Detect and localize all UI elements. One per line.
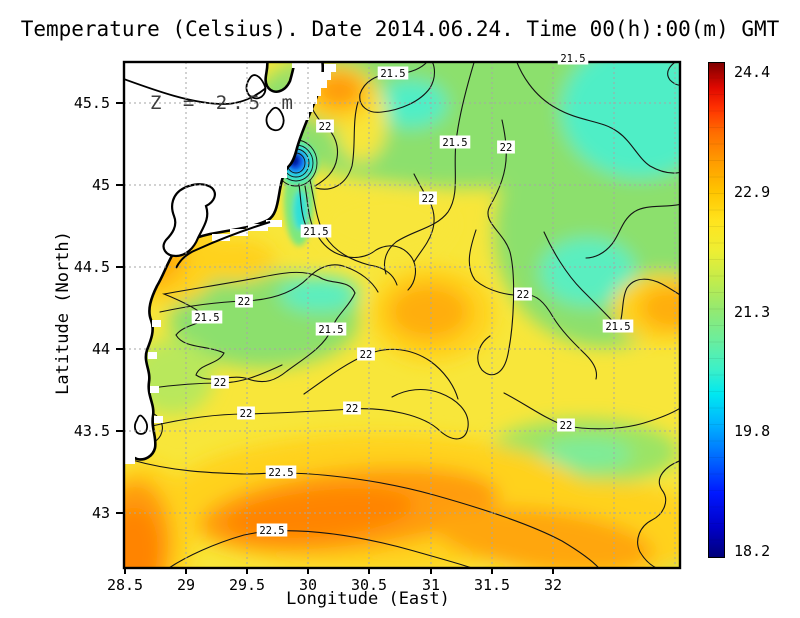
y-tick-mark [116,184,124,186]
x-tick-mark [491,568,493,574]
contour-label-box [256,523,288,537]
contour-label-box [315,322,347,336]
x-tick-label: 30.5 [350,576,388,594]
contour-label-box [602,319,634,333]
contour-label-box [191,310,223,324]
contour-label-box [497,140,515,154]
colorbar-tick-label: 19.8 [734,422,771,440]
contour-label-box [237,406,255,420]
contour-label-box [419,191,437,205]
x-tick-mark [124,568,126,574]
plot-title: Temperature (Celsius). Date 2014.06.24. … [20,17,780,41]
contour-label-text: 21.5 [605,321,630,333]
x-axis-title: Longitude (East) [286,589,450,609]
contour-label-box [377,66,409,80]
contour-label-text: 21.5 [380,68,405,80]
contour-label-text: 22 [240,408,253,420]
contour-label-text: 22 [214,377,227,389]
y-axis-ticks: 45.5 45 44.5 44 43.5 43 [0,62,124,568]
y-tick-mark [116,266,124,268]
plot-border [122,60,682,570]
x-tick-mark [368,568,370,574]
x-tick-label: 32 [543,576,563,594]
coastline [124,62,325,461]
contour-label-text: 21.5 [560,53,585,65]
contour-label-text: 21.5 [318,324,343,336]
contour-label-text: 22.5 [268,467,293,479]
colorbar-tick-label: 18.2 [734,542,771,560]
contour-label-text: 21.5 [442,137,467,149]
x-tick-label: 28.5 [106,576,144,594]
contour-label-box [557,51,589,65]
contour-label-box [557,418,575,432]
contour-label-box [343,401,361,415]
y-tick-label: 45.5 [73,94,110,112]
contour-label-box [265,465,297,479]
contour-label-box [514,287,532,301]
contour-label-box [357,347,375,361]
depth-annotation: Z = 2.5 m [150,92,298,114]
x-tick-mark [430,568,432,574]
map-plot-area: Z = 2.5 m 21.5 21.5 22 21.5 22 22 21.5 22 21.5 21… [122,51,682,570]
x-tick-mark [185,568,187,574]
colorbar-tick-label: 21.3 [734,303,771,321]
contour-label-text: 22 [560,420,573,432]
colorbar-tick-label: 22.9 [734,183,771,201]
y-tick-mark [116,102,124,104]
x-tick-label: 30 [298,576,318,594]
land [124,62,336,464]
x-tick-mark [552,568,554,574]
x-tick-label: 31.5 [473,576,511,594]
colorbar-tick-label: 24.4 [734,63,771,81]
contour-label-text: 21.5 [303,226,328,238]
colorbar [708,62,725,558]
y-tick-label: 43 [91,504,110,522]
contour-label-box [235,294,253,308]
contour-label-text: 22 [500,142,513,154]
contour-label-text: 21.5 [194,312,219,324]
contour-label-text: 22 [238,296,251,308]
contour-label-box [316,119,334,133]
contour-label-text: 22 [346,403,359,415]
contour-label-box [211,375,229,389]
river-lines [124,78,271,269]
y-tick-label: 43.5 [73,422,110,440]
contour-label-box [439,135,471,149]
contour-label-text: 22 [517,289,530,301]
contour-label-text: 22.5 [259,525,284,537]
y-tick-label: 44.5 [73,258,110,276]
contour-label-text: 22 [319,121,332,133]
y-tick-mark [116,512,124,514]
contour-label-text: 22 [360,349,373,361]
y-tick-label: 45 [91,176,110,194]
contour-labels: 21.5 21.5 22 21.5 22 22 21.5 22 21.5 21.5 22 22 21.5… [191,51,634,537]
x-tick-label: 29.5 [228,576,266,594]
colorbar-labels: 24.4 22.9 21.3 19.8 18.2 [734,62,794,562]
contour-label-text: 22 [422,193,435,205]
contour-label-box [300,224,332,238]
x-axis-ticks: 28.5 29 29.5 30 30.5 31 31.5 32 [107,568,680,598]
grid-lines [124,62,680,568]
x-tick-mark [246,568,248,574]
y-tick-label: 44 [91,340,110,358]
y-tick-mark [116,348,124,350]
x-tick-label: 29 [176,576,196,594]
x-tick-label: 31 [421,576,441,594]
x-tick-mark [307,568,309,574]
y-tick-mark [116,430,124,432]
